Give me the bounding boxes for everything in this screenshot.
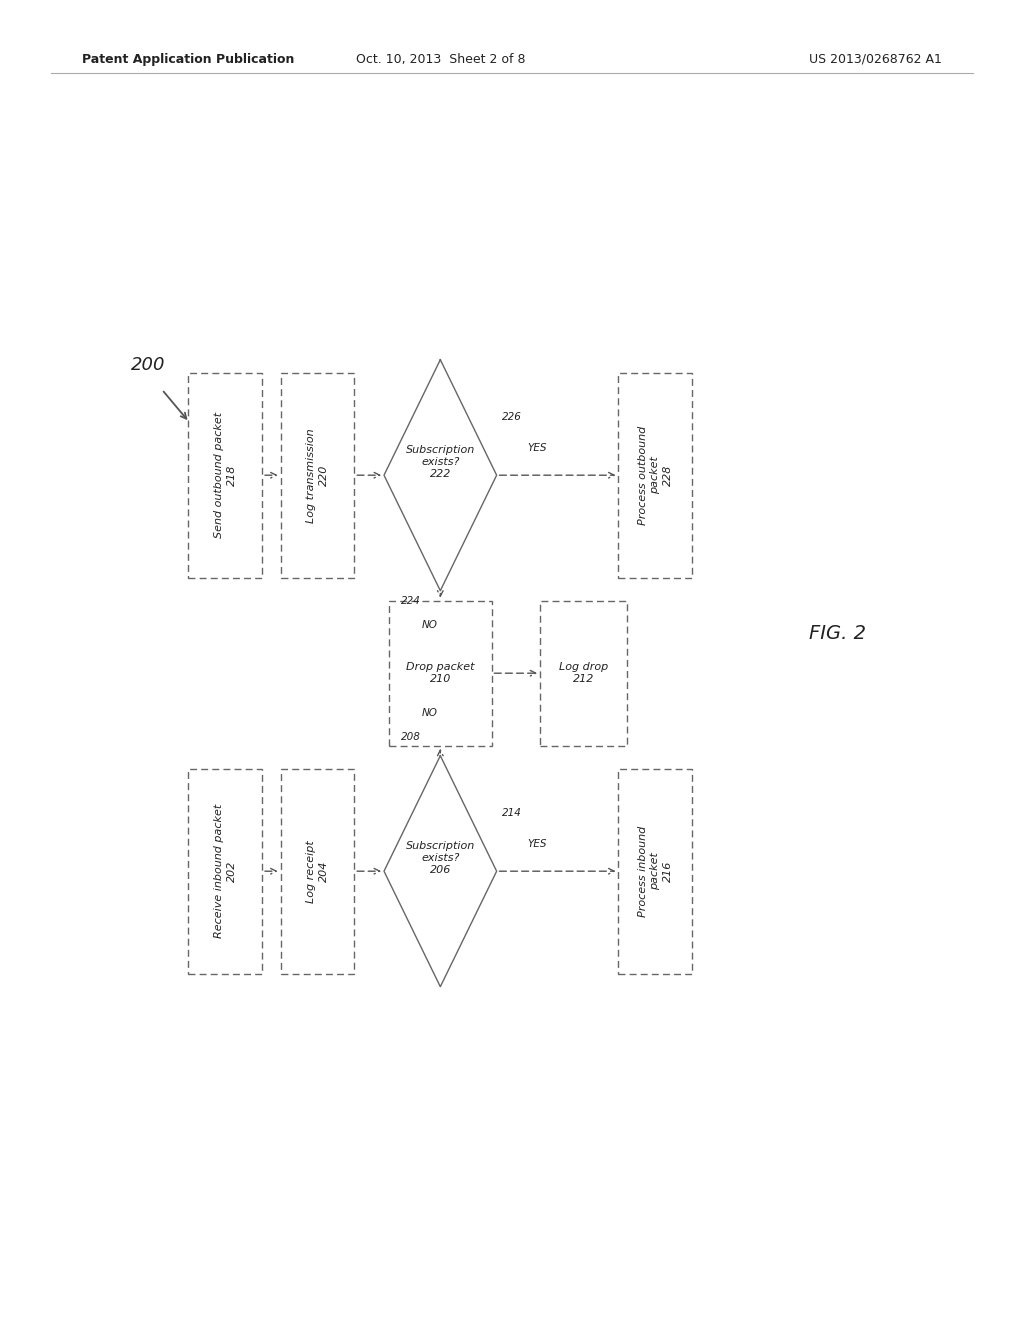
Text: 224: 224 [401,595,421,606]
Text: Drop packet
210: Drop packet 210 [407,663,474,684]
Text: 208: 208 [401,731,421,742]
Text: 226: 226 [502,412,521,422]
Text: 214: 214 [502,808,521,818]
Bar [541,601,627,746]
Text: Receive inbound packet
202: Receive inbound packet 202 [214,804,237,939]
Text: Oct. 10, 2013  Sheet 2 of 8: Oct. 10, 2013 Sheet 2 of 8 [355,53,525,66]
Text: Process outbound
packet
228: Process outbound packet 228 [638,425,673,525]
Text: Patent Application Publication: Patent Application Publication [82,53,294,66]
Text: NO: NO [422,619,438,630]
Bar [618,372,692,578]
Text: 200: 200 [131,355,166,374]
Text: YES: YES [527,840,547,850]
Text: Log drop
212: Log drop 212 [559,663,608,684]
Bar [281,372,354,578]
Text: Process inbound
packet
216: Process inbound packet 216 [638,825,673,917]
Text: NO: NO [422,708,438,718]
Text: Log transmission
220: Log transmission 220 [306,428,329,523]
Text: YES: YES [527,444,547,454]
Text: US 2013/0268762 A1: US 2013/0268762 A1 [809,53,942,66]
Bar [188,372,262,578]
Text: Subscription
exists?
222: Subscription exists? 222 [406,445,475,479]
Bar [281,768,354,974]
Text: Log receipt
204: Log receipt 204 [306,840,329,903]
Bar [188,768,262,974]
Bar [618,768,692,974]
Text: Send outbound packet
218: Send outbound packet 218 [214,412,237,539]
Text: FIG. 2: FIG. 2 [809,624,866,643]
Bar [389,601,492,746]
Text: Subscription
exists?
206: Subscription exists? 206 [406,841,475,875]
